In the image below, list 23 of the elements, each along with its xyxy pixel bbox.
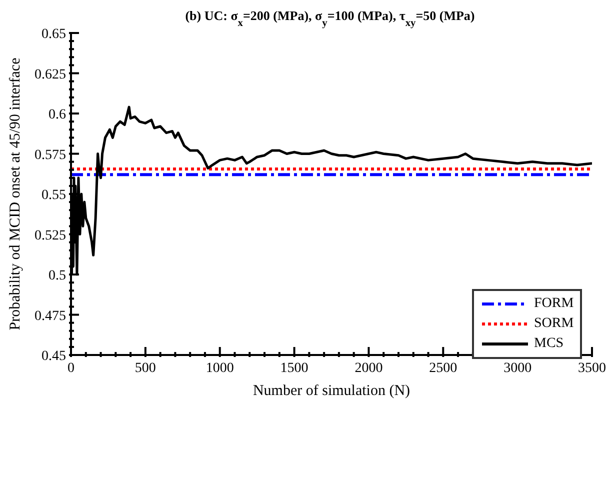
chart-title: (b) UC: σ$_{x}$=200 (MPa), σ$_{y}$=100 (MPa), τ$_{xy}$=50 (MPa) <box>185 8 475 28</box>
x-tick-label: 3500 <box>578 361 606 376</box>
y-tick-label: 0.45 <box>42 349 66 364</box>
x-tick-label: 2500 <box>429 361 458 376</box>
y-tick-label: 0.525 <box>34 228 66 244</box>
y-tick-label: 0.625 <box>34 67 66 82</box>
y-tick-label: 0.55 <box>42 188 66 203</box>
x-tick-label: 500 <box>134 361 156 376</box>
y-tick-label: 0.6 <box>48 108 66 122</box>
x-tick-label: 1500 <box>280 361 308 376</box>
x-tick-label: 3000 <box>504 361 532 376</box>
legend-label: SORM <box>534 316 574 332</box>
x-tick-label: 0 <box>68 361 74 376</box>
x-tick-label: 1000 <box>206 361 234 376</box>
y-tick-label: 0.475 <box>34 308 66 324</box>
y-tick-label: 0.65 <box>42 27 66 42</box>
y-tick-label: 0.5 <box>48 268 66 284</box>
x-tick-label: 2000 <box>354 361 383 376</box>
y-tick-label: 0.575 <box>34 148 66 163</box>
x-axis-title: Number of simulation (N) <box>252 383 410 399</box>
legend-label: FORM <box>534 296 574 312</box>
legend-label: MCS <box>534 336 564 352</box>
y-axis-title: Probability od MCID onset at 45/90 interface <box>7 57 24 330</box>
